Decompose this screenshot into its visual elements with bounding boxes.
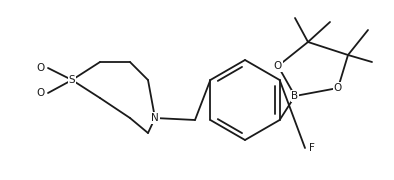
Text: S: S: [69, 75, 75, 85]
Text: O: O: [37, 63, 45, 73]
Text: B: B: [292, 91, 299, 101]
Text: F: F: [309, 143, 315, 153]
Text: O: O: [37, 88, 45, 98]
Text: O: O: [334, 83, 342, 93]
Text: O: O: [274, 61, 282, 71]
Text: N: N: [151, 113, 159, 123]
